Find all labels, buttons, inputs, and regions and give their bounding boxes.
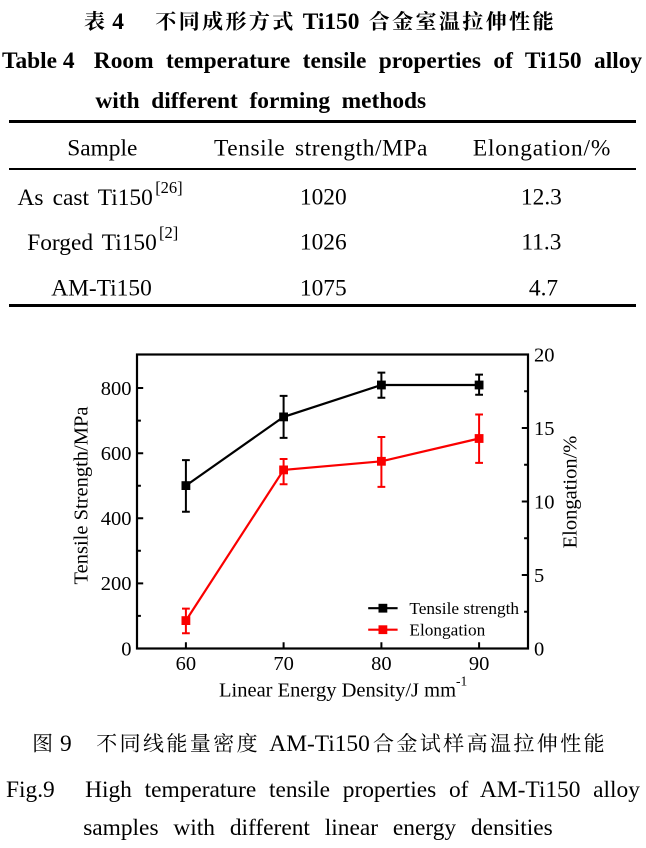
svg-text:5: 5	[534, 565, 544, 587]
svg-text:15: 15	[534, 418, 555, 440]
svg-text:400: 400	[101, 508, 132, 530]
svg-text:Linear Energy Density/J mm-1: Linear Energy Density/J mm-1	[219, 673, 467, 701]
svg-text:70: 70	[273, 653, 294, 675]
svg-text:60: 60	[176, 653, 197, 675]
svg-text:800: 800	[101, 378, 132, 400]
svg-text:Tensile strength: Tensile strength	[409, 599, 519, 618]
svg-text:80: 80	[371, 653, 392, 675]
svg-text:Ti150: Ti150	[303, 9, 360, 35]
svg-text:0: 0	[534, 638, 544, 660]
svg-text:9: 9	[60, 731, 72, 757]
svg-text:Elongation: Elongation	[409, 620, 485, 639]
svg-text:200: 200	[101, 573, 132, 595]
svg-text:600: 600	[101, 443, 132, 465]
svg-text:4: 4	[112, 9, 124, 35]
svg-text:10: 10	[534, 491, 555, 513]
svg-text:20: 20	[534, 344, 555, 366]
svg-text:90: 90	[469, 653, 490, 675]
svg-text:AM-Ti150: AM-Ti150	[269, 731, 370, 757]
svg-text:Elongation/%: Elongation/%	[560, 436, 582, 549]
svg-text:0: 0	[121, 638, 131, 660]
svg-text:Tensile Strength/MPa: Tensile Strength/MPa	[71, 407, 93, 585]
